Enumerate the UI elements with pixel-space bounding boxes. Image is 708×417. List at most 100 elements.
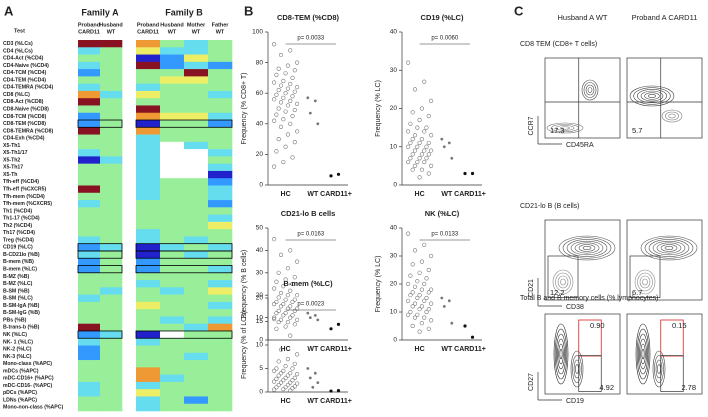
heatmap-cell — [100, 149, 123, 157]
heatmap-cell — [100, 250, 123, 259]
data-point — [295, 84, 300, 90]
heatmap-cell — [136, 47, 161, 55]
heatmap-cell — [208, 243, 233, 252]
heatmap-cell — [100, 69, 123, 77]
heatmap-cell — [100, 83, 123, 92]
heatmap-cell — [208, 381, 233, 390]
data-point — [285, 319, 291, 325]
data-point — [440, 296, 444, 300]
heatmap-cell — [100, 360, 123, 368]
plot-title: B-mem (%LC) — [283, 279, 333, 288]
contour — [578, 244, 596, 252]
data-point — [412, 248, 418, 253]
data-point — [406, 144, 411, 149]
heatmap-cell — [208, 403, 233, 412]
heatmap-cell — [100, 105, 123, 114]
data-point — [412, 148, 418, 153]
row-highlight — [77, 250, 123, 259]
heatmap-cell — [136, 207, 161, 215]
contour — [637, 89, 667, 103]
heatmap-cell — [208, 192, 233, 201]
heatmap-cell — [100, 127, 123, 135]
data-point — [417, 140, 422, 146]
heatmap-cell — [78, 403, 101, 412]
data-point — [288, 98, 293, 103]
data-point — [274, 376, 279, 381]
data-point — [424, 295, 429, 301]
column-name: Proband — [137, 22, 159, 28]
row-label: B-SM (%B) — [3, 288, 30, 294]
flow-plot-frame — [626, 57, 703, 139]
heatmap-cell — [160, 352, 185, 361]
x-tick-label: WT — [307, 191, 319, 198]
heatmap-cell — [100, 90, 123, 99]
data-point — [274, 366, 279, 371]
heatmap-cell — [100, 76, 123, 84]
heatmap-cell — [136, 221, 161, 230]
heatmap-cell — [160, 221, 185, 230]
heatmap-cell — [100, 403, 123, 412]
heatmap-cell — [208, 69, 233, 77]
data-point — [406, 312, 411, 317]
data-point — [278, 100, 284, 105]
contour — [656, 242, 682, 254]
row-label: B-MZ (%LC) — [3, 281, 33, 287]
heatmap-cell — [100, 323, 123, 332]
data-point — [288, 380, 293, 385]
heatmap-cell — [208, 352, 233, 361]
heatmap-cell — [100, 207, 123, 215]
heatmap-cell — [100, 374, 123, 383]
heatmap-cell — [208, 280, 233, 288]
x-axis-label: CD38 — [566, 304, 584, 311]
heatmap-cell — [78, 120, 101, 128]
row-label: Treg (%CD4) — [3, 237, 34, 243]
heatmap-cell — [184, 76, 209, 84]
column-genotype: WT — [192, 29, 201, 35]
data-point — [336, 172, 341, 176]
y-tick-label: 60 — [256, 90, 264, 97]
contour — [553, 323, 569, 385]
row-label: Tfh-eff (%CD4) — [3, 179, 39, 185]
data-point — [285, 382, 291, 388]
heatmap-cell — [100, 200, 123, 208]
data-point — [288, 371, 293, 376]
heatmap-cell — [136, 403, 161, 412]
heatmap-cell — [100, 98, 123, 106]
heatmap-cell — [160, 338, 185, 346]
row-highlight — [135, 119, 233, 128]
data-point — [278, 371, 284, 376]
heatmap-cell — [160, 163, 185, 172]
data-point — [429, 301, 434, 306]
data-point — [281, 387, 286, 392]
heatmap-cell — [208, 236, 233, 244]
data-point — [285, 63, 291, 68]
row-label: CD4-Naive (%CD4) — [3, 63, 49, 69]
heatmap-cell — [78, 352, 101, 361]
heatmap-cell — [160, 69, 185, 77]
heatmap-cell — [208, 141, 233, 150]
contour — [639, 338, 647, 370]
data-point — [329, 327, 333, 331]
heatmap-cell — [184, 90, 209, 99]
row-label: CD4-TEMRA (%CD4) — [3, 85, 54, 91]
y-tick-label: 10 — [390, 143, 398, 150]
heatmap-cell — [100, 170, 123, 179]
heatmap-cell — [100, 229, 123, 237]
heatmap-cell — [184, 265, 209, 274]
contour — [636, 328, 650, 380]
row-highlight — [77, 330, 123, 339]
heatmap-cell — [136, 287, 161, 295]
data-point — [424, 309, 429, 315]
gate-value: 12.2 — [550, 288, 565, 297]
heatmap-cell — [160, 127, 185, 135]
data-point — [447, 141, 451, 145]
contour — [575, 364, 579, 374]
data-point — [406, 298, 411, 303]
data-point — [272, 118, 277, 123]
heatmap-cell — [208, 250, 233, 259]
data-point — [419, 259, 425, 264]
contour — [652, 350, 666, 388]
data-point — [288, 121, 293, 126]
heatmap-cell — [160, 47, 185, 55]
data-point — [285, 132, 291, 137]
